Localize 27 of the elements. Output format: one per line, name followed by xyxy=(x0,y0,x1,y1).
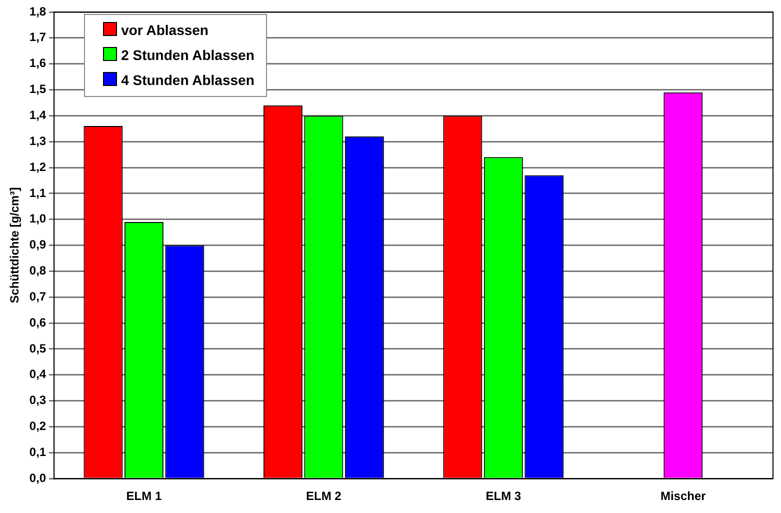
y-tick-label: 1,2 xyxy=(29,160,46,174)
y-tick-label: 0,9 xyxy=(29,238,46,252)
y-tick-label: 1,1 xyxy=(29,186,46,200)
y-tick-label: 0,5 xyxy=(29,341,46,356)
y-tick-label: 0,2 xyxy=(29,419,46,434)
legend-label: vor Ablassen xyxy=(120,21,210,40)
y-tick-label: 1,6 xyxy=(29,56,46,70)
y-tick-label: 0,0 xyxy=(29,470,46,485)
y-tick-label: 1,0 xyxy=(29,212,46,226)
x-tick-label: Mischer xyxy=(660,489,706,504)
y-tick-label: 1,7 xyxy=(29,30,46,44)
y-tick-label: 0,6 xyxy=(29,315,46,330)
y-tick-label: 0,8 xyxy=(29,264,46,278)
y-tick-label: 0,3 xyxy=(29,393,46,408)
x-tick-label: ELM 3 xyxy=(486,489,522,504)
legend-label: 4 Stunden Ablassen xyxy=(120,71,254,90)
x-tick-label: ELM 1 xyxy=(126,489,162,504)
y-tick-label: 1,3 xyxy=(29,134,46,148)
legend-label: 2 Stunden Ablassen xyxy=(120,46,254,65)
y-tick-label: 1,5 xyxy=(29,82,46,96)
y-tick-label: 0,7 xyxy=(29,289,46,304)
y-tick-label: 1,4 xyxy=(29,108,46,122)
y-tick-label: 0,1 xyxy=(29,444,46,459)
x-tick-label: ELM 2 xyxy=(306,489,342,504)
y-axis-title: Schüttdichte [g/cm³] xyxy=(8,187,22,304)
y-tick-label: 0,4 xyxy=(29,367,46,382)
y-tick-label: 1,8 xyxy=(29,4,46,18)
